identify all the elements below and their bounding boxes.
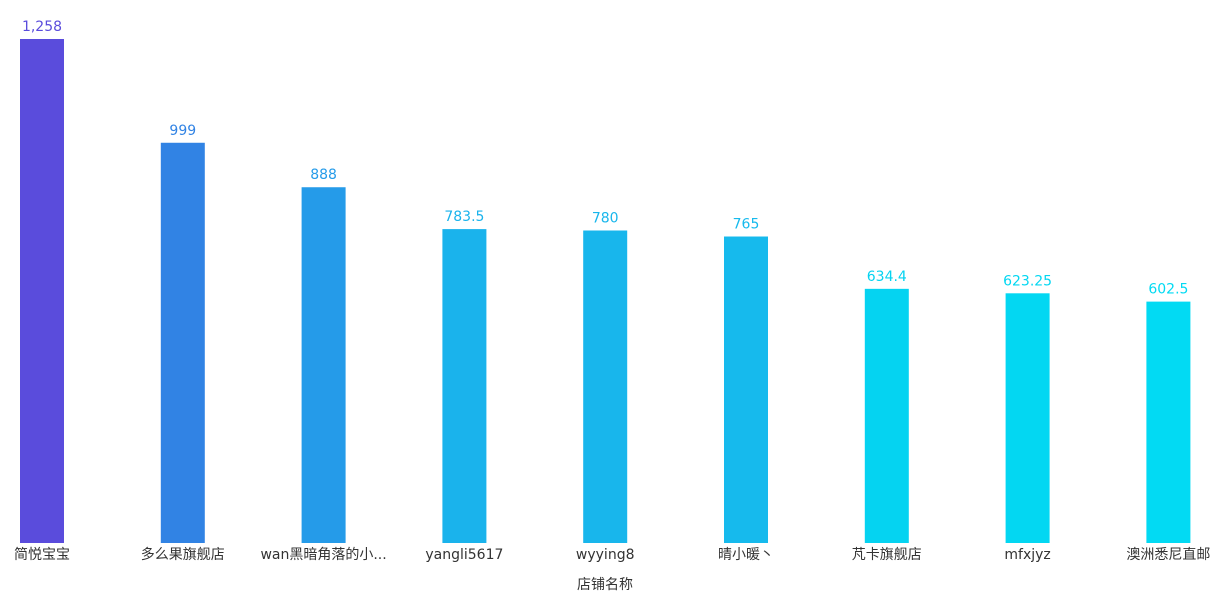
x-axis-title: 店铺名称 [577,577,633,593]
value-label: 999 [169,123,196,139]
bar [864,288,909,543]
x-tick-label: 多么果旗舰店 [141,546,225,563]
value-label: 634.4 [867,269,907,285]
bar [583,230,628,543]
value-label: 623.25 [1003,273,1052,289]
x-tick-label: 芃卡旗舰店 [852,546,922,563]
value-label: 1,258 [22,19,62,35]
bar [20,39,64,543]
x-tick-label: mfxjyz [1004,547,1050,563]
bar [160,142,205,543]
value-label: 783.5 [444,209,484,225]
x-tick-label: wyying8 [576,547,635,563]
value-label: 888 [310,167,337,183]
bar [442,229,487,543]
bar [1146,301,1191,543]
value-label: 602.5 [1148,282,1188,298]
x-tick-label: 简悦宝宝 [14,546,70,563]
value-label: 780 [592,211,619,227]
x-tick-label: 澳洲悉尼直邮 [1126,546,1210,563]
bar [1005,293,1050,543]
x-tick-label: 晴小暖丶 [718,547,774,563]
x-tick-label: wan黑暗角落的小... [260,547,386,563]
bar [724,236,768,543]
x-tick-label: yangli5617 [425,547,503,563]
value-label: 765 [733,217,760,233]
bar [301,187,346,543]
